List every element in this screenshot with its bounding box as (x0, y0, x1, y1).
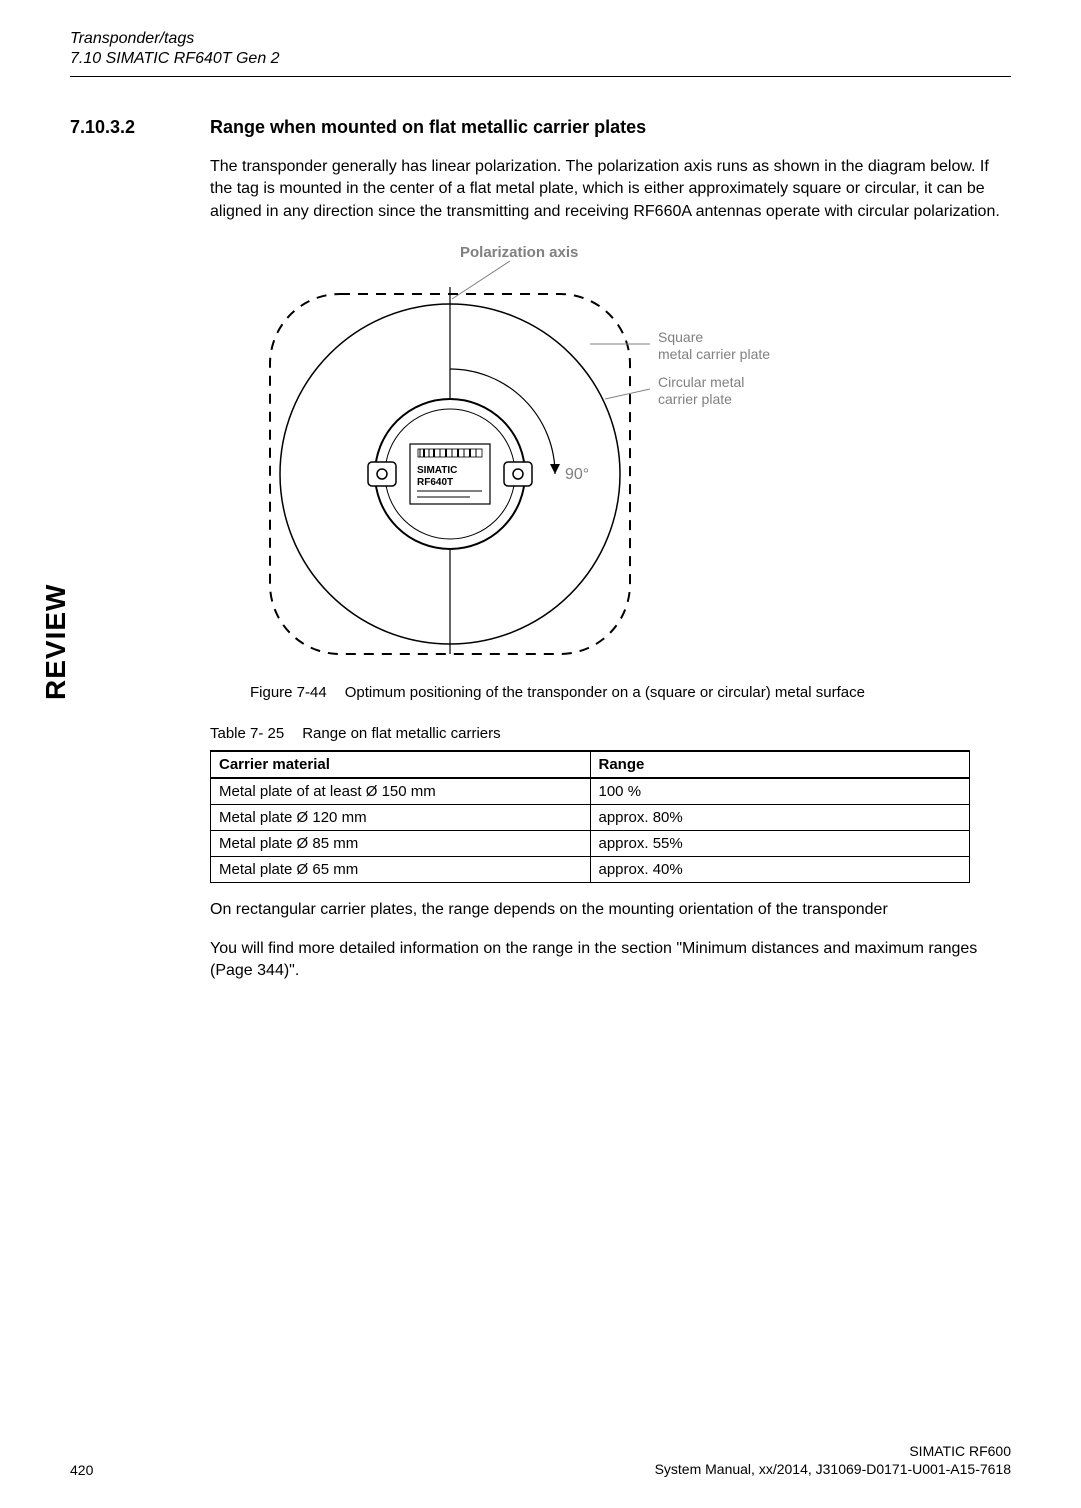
square-label-line1: Square (658, 329, 703, 345)
mounting-hole-right (513, 469, 523, 479)
table-cell-material: Metal plate Ø 120 mm (211, 805, 591, 831)
intro-paragraph: The transponder generally has linear pol… (210, 156, 1011, 223)
table-header-range: Range (590, 751, 970, 778)
diagram-leader-line (452, 261, 510, 299)
section-heading: 7.10.3.2 Range when mounted on flat meta… (70, 117, 1011, 138)
after-table-p2: You will find more detailed information … (210, 938, 1011, 983)
footer-doc-id: System Manual, xx/2014, J31069-D0171-U00… (70, 1460, 1011, 1478)
table-cell-material: Metal plate of at least Ø 150 mm (211, 778, 591, 805)
tag-text-line1: SIMATIC (417, 465, 457, 476)
figure-caption: Figure 7-44 Optimum positioning of the t… (250, 684, 1011, 701)
arc-arrowhead (550, 464, 560, 474)
table-cell-material: Metal plate Ø 65 mm (211, 857, 591, 883)
mounting-hole-left (377, 469, 387, 479)
tag-text-line2: RF640T (417, 477, 453, 488)
table-header-row: Carrier material Range (211, 751, 970, 778)
table-cell-range: 100 % (590, 778, 970, 805)
section-title: Range when mounted on flat metallic carr… (210, 117, 646, 138)
figure-caption-text: Optimum positioning of the transponder o… (345, 684, 865, 701)
table-row: Metal plate of at least Ø 150 mm 100 % (211, 778, 970, 805)
page-footer: SIMATIC RF600 System Manual, xx/2014, J3… (70, 1442, 1011, 1478)
after-table-p1: On rectangular carrier plates, the range… (210, 899, 1011, 921)
footer-right: SIMATIC RF600 System Manual, xx/2014, J3… (70, 1442, 1011, 1478)
review-watermark: REVIEW (40, 584, 72, 700)
header-title: Transponder/tags (70, 30, 1011, 48)
footer-product-name: SIMATIC RF600 (70, 1442, 1011, 1460)
table-cell-material: Metal plate Ø 85 mm (211, 831, 591, 857)
table-label: Table 7- 25 (210, 725, 284, 742)
table-header-material: Carrier material (211, 751, 591, 778)
table-cell-range: approx. 55% (590, 831, 970, 857)
polarization-diagram: Polarization axis Square metal carrier p… (210, 239, 1011, 674)
polarization-axis-label: Polarization axis (460, 244, 578, 261)
table-cell-range: approx. 80% (590, 805, 970, 831)
circular-label-line2: carrier plate (658, 391, 732, 407)
tag-barcode-box (418, 449, 482, 457)
section-number: 7.10.3.2 (70, 117, 160, 138)
angle-label: 90° (565, 466, 589, 483)
table-row: Metal plate Ø 85 mm approx. 55% (211, 831, 970, 857)
circular-label-line1: Circular metal (658, 374, 744, 390)
figure-label: Figure 7-44 (250, 684, 327, 701)
main-content: 7.10.3.2 Range when mounted on flat meta… (0, 77, 1081, 982)
table-row: Metal plate Ø 120 mm approx. 80% (211, 805, 970, 831)
diagram-svg: Polarization axis Square metal carrier p… (210, 239, 770, 669)
range-table: Carrier material Range Metal plate of at… (210, 750, 970, 883)
footer-page-number: 420 (70, 1462, 93, 1478)
table-row: Metal plate Ø 65 mm approx. 40% (211, 857, 970, 883)
table-cell-range: approx. 40% (590, 857, 970, 883)
circular-label-leader (605, 389, 650, 399)
header-subtitle: 7.10 SIMATIC RF640T Gen 2 (70, 50, 1011, 68)
page-header: Transponder/tags 7.10 SIMATIC RF640T Gen… (0, 0, 1081, 77)
square-label-line2: metal carrier plate (658, 346, 770, 362)
table-caption-text: Range on flat metallic carriers (302, 725, 500, 742)
table-caption: Table 7- 25 Range on flat metallic carri… (210, 725, 1011, 742)
